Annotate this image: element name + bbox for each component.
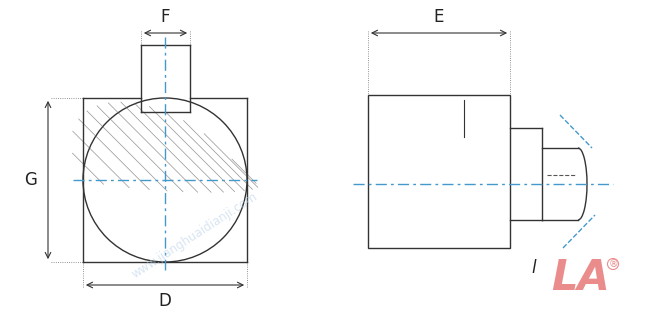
- Text: ®: ®: [608, 259, 618, 269]
- Bar: [368, 95, 510, 248]
- Text: D: D: [159, 292, 172, 310]
- Text: E: E: [434, 8, 444, 26]
- Text: F: F: [161, 8, 170, 26]
- Text: LA: LA: [551, 257, 610, 299]
- Text: l: l: [532, 259, 536, 277]
- Text: G: G: [25, 171, 38, 189]
- Text: www.jianghuaidianji.com: www.jianghuaidianji.com: [130, 189, 260, 280]
